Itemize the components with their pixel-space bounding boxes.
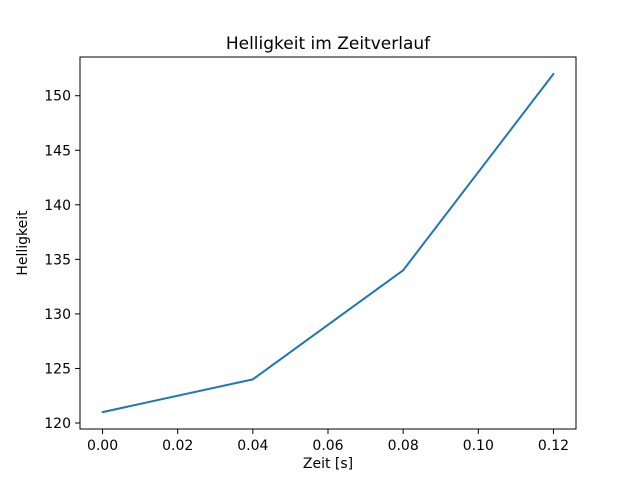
y-tick-label: 150 (44, 89, 71, 105)
y-tick-label: 120 (44, 416, 71, 432)
x-tick-label: 0.00 (87, 438, 118, 454)
y-tick-label: 135 (44, 252, 71, 268)
x-tick-label: 0.06 (312, 438, 343, 454)
data-line (101, 72, 555, 414)
chart-title: Helligkeit im Zeitverlauf (226, 34, 431, 54)
y-tick-label: 140 (44, 198, 71, 214)
y-tick-label: 145 (44, 143, 71, 159)
x-tick-label: 0.08 (388, 438, 419, 454)
x-tick-label: 0.12 (538, 438, 569, 454)
x-tick-label: 0.02 (162, 438, 193, 454)
plot-spines (79, 56, 577, 430)
x-tick-label: 0.04 (237, 438, 268, 454)
y-tick-label: 125 (44, 361, 71, 377)
x-tick-label: 0.10 (463, 438, 494, 454)
y-tick-label: 130 (44, 307, 71, 323)
axes-area: 0.00 0.02 0.04 0.06 0.08 0.10 0.12 120 125 130 135… (44, 56, 577, 454)
x-axis-label: Zeit [s] (303, 456, 353, 472)
y-axis-label: Helligkeit (15, 210, 31, 276)
